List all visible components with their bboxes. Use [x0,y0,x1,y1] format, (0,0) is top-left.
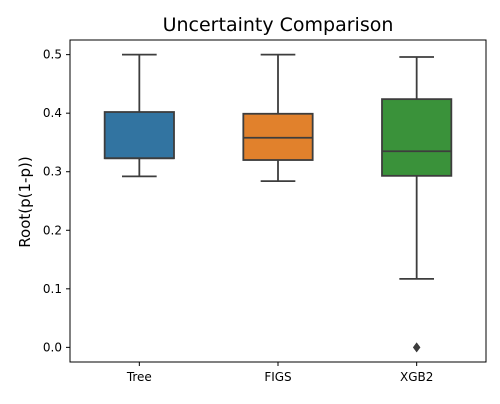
plot-area: 0.0 0.1 0.2 0.3 0.4 0.5 Tree FIGS XGB2 [43,48,451,384]
x-tick-label: XGB2 [400,370,433,384]
y-tick-label: 0.4 [43,106,62,120]
y-tick-label: 0.2 [43,223,62,237]
y-tick-label: 0.1 [43,282,62,296]
x-tick-label: Tree [126,370,152,384]
box-tree [105,112,174,158]
box-xgb2 [382,99,451,176]
outlier-point [414,343,420,351]
y-tick-label: 0.0 [43,340,62,354]
y-tick-label: 0.3 [43,165,62,179]
chart-title: Uncertainty Comparison [163,14,394,36]
y-tick-label: 0.5 [43,48,62,62]
y-axis-label: Root(p(1-p)) [16,156,34,247]
x-tick-label: FIGS [264,370,291,384]
